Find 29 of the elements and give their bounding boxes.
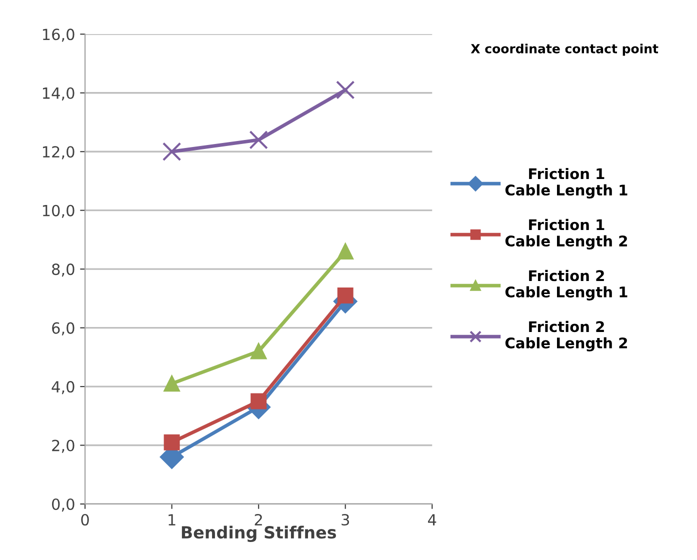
y-tick-label: 14,0 — [42, 87, 74, 100]
x-tick-label: 3 — [342, 514, 349, 526]
point — [337, 288, 354, 304]
point — [164, 376, 180, 392]
legend-label: Friction 1 Cable Length 1 — [505, 168, 628, 198]
legend-label: Friction 1 Cable Length 2 — [505, 218, 627, 250]
y-tick-label: 6,0 — [52, 322, 74, 336]
point — [337, 243, 354, 260]
x-tick-label: 1 — [168, 514, 176, 526]
point — [250, 343, 267, 360]
text: X coordinate contact point — [470, 44, 658, 56]
point — [249, 130, 268, 150]
y-tick-label: 10,0 — [42, 204, 74, 218]
point — [250, 393, 267, 410]
y-tick-label: 2,0 — [52, 440, 74, 453]
legend-label: Friction 2 Cable Length 2 — [505, 320, 627, 352]
y-tick-label: 8,0 — [52, 264, 74, 277]
y-tick-label: 12,0 — [42, 146, 74, 160]
y-tick-label: 4,0 — [52, 381, 74, 394]
x-tick-label: 2 — [254, 514, 262, 526]
x-axis-title: Bending Stiffnes — [182, 526, 336, 542]
x-tick-label: 4 — [428, 514, 436, 526]
y-tick-label: 0,0 — [52, 498, 74, 512]
point — [336, 80, 355, 100]
y-tick-label: 16,0 — [42, 28, 74, 42]
x-tick-label: 0 — [81, 514, 89, 526]
point — [164, 434, 180, 450]
point — [162, 142, 182, 161]
legend-label: Friction 2 Cable Length 1 — [505, 270, 628, 300]
